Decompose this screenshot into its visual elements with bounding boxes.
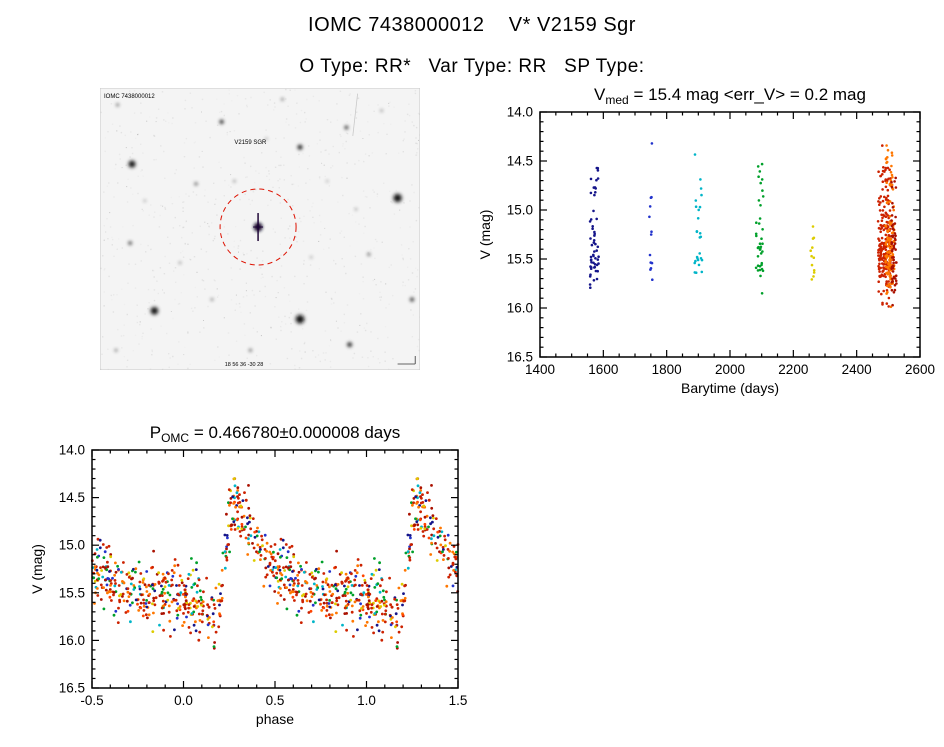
y-axis-label: V (mag) (29, 544, 45, 594)
x-tick-label: 0.0 (174, 693, 193, 708)
y-tick-label: 16.5 (507, 350, 533, 365)
x-tick-label: 1.0 (357, 693, 376, 708)
y-tick-label: 14.5 (59, 490, 85, 505)
y-tick-label: 16.0 (59, 633, 85, 648)
y-tick-label: 14.5 (507, 154, 533, 169)
x-axis-label: phase (256, 711, 294, 727)
y-tick-label: 15.0 (507, 203, 533, 218)
data-points (90, 477, 460, 650)
finder-annotation-center: V2159 SGR (234, 140, 267, 146)
x-tick-label: 2600 (905, 362, 935, 377)
x-tick-label: 2000 (715, 362, 745, 377)
y-tick-label: 16.0 (507, 301, 533, 316)
chart-title: Vmed = 15.4 mag <err_V> = 0.2 mag (594, 85, 866, 107)
y-tick-label: 14.0 (507, 105, 533, 120)
noise-texture (100, 88, 420, 370)
x-tick-label: 0.5 (266, 693, 285, 708)
finder-annotation-bottom: 18 56 36 -30 28 (225, 362, 264, 368)
chart-title: POMC = 0.466780±0.000008 days (150, 423, 401, 445)
x-tick-label: -0.5 (80, 693, 103, 708)
y-tick-label: 15.0 (59, 538, 85, 553)
phase-folded-lightcurve-chart: -0.5 0.0 0.5 1.0 1.5 14.0 14.5 15.0 15.5 16.0 16.5… (29, 423, 467, 727)
finder-chart-image: IOMC 7438000012 V2159 SGR 18 56 36 -30 28 (100, 88, 420, 370)
y-tick-label: 15.5 (507, 252, 533, 267)
x-tick-label: 1.5 (449, 693, 468, 708)
plot-frame (539, 111, 921, 358)
target-aperture-circle (219, 188, 297, 266)
data-points (588, 142, 898, 309)
barytime-lightcurve-chart: 1400 1600 1800 2000 2200 2400 2600 14.0 14.5 15.0… (477, 85, 935, 396)
x-axis-label: Barytime (days) (681, 380, 779, 396)
y-tick-label: 14.0 (59, 443, 85, 458)
x-tick-label: 2400 (842, 362, 872, 377)
field-stars (114, 97, 415, 353)
plot-frame (91, 449, 459, 689)
axes: -0.5 0.0 0.5 1.0 1.5 14.0 14.5 15.0 15.5 16.0 16.5… (29, 423, 467, 727)
page-title: IOMC 7438000012 V* V2159 Sgr (308, 14, 636, 36)
x-tick-label: 2200 (778, 362, 808, 377)
object-type-subtitle: O Type: RR* Var Type: RR SP Type: (299, 56, 645, 77)
finder-annotation-topleft: IOMC 7438000012 (104, 94, 155, 100)
axes: 1400 1600 1800 2000 2200 2400 2600 14.0 14.5 15.0… (477, 85, 935, 396)
x-tick-label: 1400 (525, 362, 555, 377)
y-tick-label: 16.5 (59, 681, 85, 696)
image-streak (352, 93, 358, 136)
y-tick-label: 15.5 (59, 585, 85, 600)
y-axis-label: V (mag) (477, 210, 493, 260)
x-tick-label: 1800 (652, 362, 682, 377)
x-tick-label: 1600 (588, 362, 618, 377)
